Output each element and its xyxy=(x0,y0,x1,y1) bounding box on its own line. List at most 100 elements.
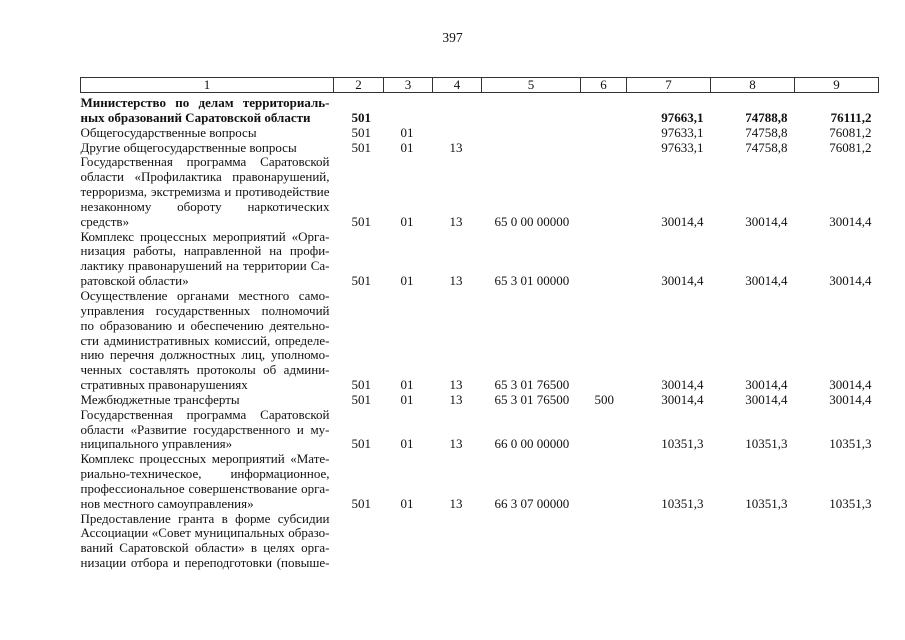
table-row: Министерство по делам территориаль-ных о… xyxy=(81,93,879,126)
description-line: Ассоциации «Совет муниципальных образо- xyxy=(80,525,330,541)
cell-col-4: 13 xyxy=(449,377,463,393)
cell-col-4 xyxy=(433,126,482,141)
table-row: Комплекс процессных мероприятий «Орга-ни… xyxy=(80,229,879,289)
cell-col-7: 10351,3 xyxy=(661,495,704,511)
cell-col-3 xyxy=(384,93,433,126)
cell-col-8: 30014,4 xyxy=(745,377,788,393)
cell-col-8: 10351,3 xyxy=(745,495,788,511)
table-row: Другие общегосударственные вопросы 501 01 1… xyxy=(80,139,879,156)
cell-col-9: 30014,4 xyxy=(829,213,872,229)
column-header-1: 1 xyxy=(80,77,334,93)
cell-col-7: 97663,1 xyxy=(661,109,704,125)
cell-col-6 xyxy=(581,408,627,453)
cell-col-8: 74758,8 xyxy=(745,139,788,155)
cell-col-2: 501 xyxy=(351,109,372,125)
cell-col-6 xyxy=(581,452,627,511)
cell-col-3 xyxy=(384,512,433,571)
cell-col-6 xyxy=(581,230,627,289)
cell-col-7 xyxy=(627,512,711,571)
cell-col-3: 01 xyxy=(400,377,414,393)
description-line: Государственная программа Саратовской xyxy=(80,406,330,422)
cell-col-9: 76111,2 xyxy=(830,109,872,125)
description-line: Общегосударственные вопросы xyxy=(80,124,257,140)
cell-col-3: 01 xyxy=(400,124,414,140)
cell-col-7: 30014,4 xyxy=(661,273,704,289)
description-line: Государственная программа Саратовской xyxy=(80,154,330,170)
cell-col-9: 30014,4 xyxy=(829,377,872,393)
cell-col-4 xyxy=(433,93,482,126)
cell-col-2: 501 xyxy=(351,495,372,511)
cell-col-9: 76081,2 xyxy=(829,124,872,140)
row-description: Осуществление органами местного само-упр… xyxy=(80,288,334,393)
description-line: низации отбора и переподготовки (повыше- xyxy=(80,555,330,571)
table-row: Комплекс процессных мероприятий «Мате-ри… xyxy=(80,451,879,511)
cell-col-7: 97633,1 xyxy=(661,124,704,140)
row-description: Министерство по делам территориаль-ных о… xyxy=(81,93,334,126)
column-header-4: 4 xyxy=(432,77,482,93)
column-header-9: 9 xyxy=(794,77,879,93)
column-header-8: 8 xyxy=(710,77,795,93)
cell-col-6: 500 xyxy=(594,391,615,407)
description-line: ных образований Саратовской области xyxy=(80,109,311,125)
cell-col-7: 30014,4 xyxy=(661,213,704,229)
cell-col-8 xyxy=(711,512,795,571)
column-header-6: 6 xyxy=(580,77,627,93)
cell-col-3: 01 xyxy=(400,139,414,155)
cell-col-4: 13 xyxy=(449,495,463,511)
cell-col-3: 01 xyxy=(400,391,414,407)
cell-col-6 xyxy=(581,289,627,393)
table-row: Межбюджетные трансферты 501 01 13 65 3 01 76… xyxy=(80,391,879,408)
cell-col-3: 01 xyxy=(400,213,414,229)
cell-col-8: 74788,8 xyxy=(745,109,788,125)
column-header-5: 5 xyxy=(481,77,581,93)
cell-col-5 xyxy=(482,512,581,571)
cell-col-2: 501 xyxy=(351,124,372,140)
cell-col-4: 13 xyxy=(449,213,463,229)
table-row: Осуществление органами местного само-упр… xyxy=(80,288,879,393)
description-line: средств» xyxy=(80,213,130,229)
cell-col-6 xyxy=(581,155,627,229)
description-line: ченных составлять протоколы об админи- xyxy=(80,362,330,378)
description-line: лактику правонарушений на территории Са- xyxy=(80,258,330,274)
cell-col-6 xyxy=(581,141,627,156)
description-line: Другие общегосударственные вопросы xyxy=(80,139,297,155)
cell-col-6 xyxy=(581,512,627,571)
cell-col-6 xyxy=(581,126,627,141)
description-line: ратовской области» xyxy=(80,273,189,289)
row-description: Государственная программа Саратовской обл… xyxy=(81,155,334,229)
cell-col-2: 501 xyxy=(351,436,372,452)
cell-col-5 xyxy=(482,141,581,156)
row-description: Общегосударственные вопросы xyxy=(80,124,334,141)
cell-col-5 xyxy=(482,93,581,126)
row-description: Другие общегосударственные вопросы xyxy=(80,139,334,156)
cell-col-8: 10351,3 xyxy=(745,436,788,452)
cell-col-7: 10351,3 xyxy=(661,436,704,452)
cell-col-8: 30014,4 xyxy=(745,213,788,229)
cell-col-5: 65 3 01 76500 xyxy=(494,377,570,393)
table-row: Государственная программа Саратовской обл… xyxy=(81,155,879,229)
row-description: Межбюджетные трансферты xyxy=(80,391,334,408)
description-line: Межбюджетные трансферты xyxy=(80,391,240,407)
table-row: Общегосударственные вопросы 501 01 97633,1 7… xyxy=(80,124,879,141)
cell-col-5: 65 3 01 76500 xyxy=(494,391,570,407)
description-line: по образованию и обеспечению деятельно- xyxy=(80,317,330,333)
cell-col-8: 30014,4 xyxy=(745,391,788,407)
cell-col-2: 501 xyxy=(351,377,372,393)
cell-col-5 xyxy=(482,126,581,141)
description-line: Министерство по делам территориаль- xyxy=(80,95,330,110)
row-description: Предоставление гранта в форме субсидии Ас… xyxy=(80,511,334,571)
cell-col-9 xyxy=(795,512,879,571)
cell-col-4: 13 xyxy=(449,139,463,155)
cell-col-7: 30014,4 xyxy=(661,391,704,407)
cell-col-2: 501 xyxy=(351,273,372,289)
cell-col-2: 501 xyxy=(351,139,372,155)
cell-col-7: 30014,4 xyxy=(661,377,704,393)
cell-col-8: 74758,8 xyxy=(745,124,788,140)
cell-col-6 xyxy=(581,93,627,126)
cell-col-4: 13 xyxy=(449,391,463,407)
cell-col-9: 30014,4 xyxy=(829,391,872,407)
cell-col-2 xyxy=(334,512,384,571)
description-line: Комплекс процессных мероприятий «Мате- xyxy=(80,451,330,467)
cell-col-2: 501 xyxy=(351,391,372,407)
